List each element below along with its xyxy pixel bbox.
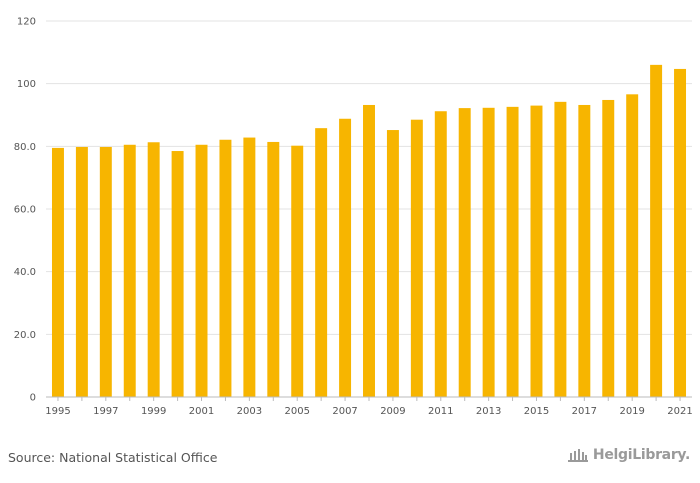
y-tick-label: 40.0 bbox=[14, 267, 36, 278]
x-tick-label: 2017 bbox=[572, 406, 597, 417]
x-tick-label: 2013 bbox=[476, 406, 501, 417]
bar-2001[interactable] bbox=[195, 144, 208, 397]
bar-chart: 0 20.0 40.0 60.0 80.0 100 120 1995 1997 1999 2001… bbox=[14, 17, 693, 418]
y-tick-label: 60.0 bbox=[14, 205, 36, 216]
y-tick-label: 0 bbox=[30, 393, 36, 404]
y-axis-ticks: 0 20.0 40.0 60.0 80.0 100 120 bbox=[14, 17, 36, 404]
x-tick-label: 1997 bbox=[93, 406, 118, 417]
library-building-icon bbox=[567, 449, 588, 462]
bar-2018[interactable] bbox=[602, 99, 615, 398]
y-tick-label: 120 bbox=[17, 17, 36, 28]
y-tick-label: 100 bbox=[17, 79, 36, 90]
x-tick-label: 2011 bbox=[428, 406, 453, 417]
x-tick-label: 2021 bbox=[667, 406, 692, 417]
bars bbox=[51, 64, 687, 398]
x-tick-label: 2003 bbox=[237, 406, 262, 417]
x-tick-label: 2001 bbox=[189, 406, 214, 417]
bar-2012[interactable] bbox=[458, 108, 471, 398]
logo-text: HelgiLibrary. bbox=[592, 447, 690, 463]
bar-2006[interactable] bbox=[315, 128, 328, 397]
y-tick-label: 80.0 bbox=[14, 142, 36, 153]
bar-2009[interactable] bbox=[386, 130, 399, 398]
x-tick-label: 2007 bbox=[332, 406, 357, 417]
helgi-library-logo[interactable]: HelgiLibrary. bbox=[567, 447, 690, 463]
bar-1999[interactable] bbox=[147, 142, 160, 397]
bar-2008[interactable] bbox=[363, 104, 375, 398]
x-tick-label: 2005 bbox=[284, 406, 309, 417]
bar-1997[interactable] bbox=[99, 146, 112, 397]
source-note: Source: National Statistical Office bbox=[8, 450, 218, 465]
bar-2020[interactable] bbox=[650, 64, 663, 397]
x-axis-ticks: 1995 1997 1999 2001 2003 2005 2007 2009 2011 2013… bbox=[45, 397, 693, 417]
bar-1996[interactable] bbox=[75, 146, 88, 397]
bar-2002[interactable] bbox=[219, 139, 232, 397]
x-tick-label: 2019 bbox=[619, 406, 644, 417]
y-tick-label: 20.0 bbox=[14, 330, 36, 341]
bar-2010[interactable] bbox=[410, 119, 423, 397]
bar-2015[interactable] bbox=[530, 105, 543, 397]
x-tick-label: 2009 bbox=[380, 406, 405, 417]
bar-2016[interactable] bbox=[554, 101, 567, 397]
bar-2019[interactable] bbox=[626, 94, 639, 397]
bar-2003[interactable] bbox=[243, 137, 256, 397]
bar-2017[interactable] bbox=[578, 104, 591, 398]
bar-2005[interactable] bbox=[291, 145, 304, 397]
bar-2021[interactable] bbox=[674, 68, 687, 397]
bar-1998[interactable] bbox=[123, 144, 136, 397]
x-tick-label: 1995 bbox=[45, 406, 70, 417]
bar-2007[interactable] bbox=[339, 118, 352, 397]
bar-2013[interactable] bbox=[482, 107, 495, 397]
bar-2011[interactable] bbox=[434, 111, 447, 398]
x-tick-label: 1999 bbox=[141, 406, 166, 417]
bar-2014[interactable] bbox=[506, 106, 519, 397]
bar-2004[interactable] bbox=[267, 141, 280, 397]
bar-2000[interactable] bbox=[171, 151, 184, 397]
bar-1995[interactable] bbox=[51, 147, 64, 397]
x-tick-label: 2015 bbox=[524, 406, 549, 417]
